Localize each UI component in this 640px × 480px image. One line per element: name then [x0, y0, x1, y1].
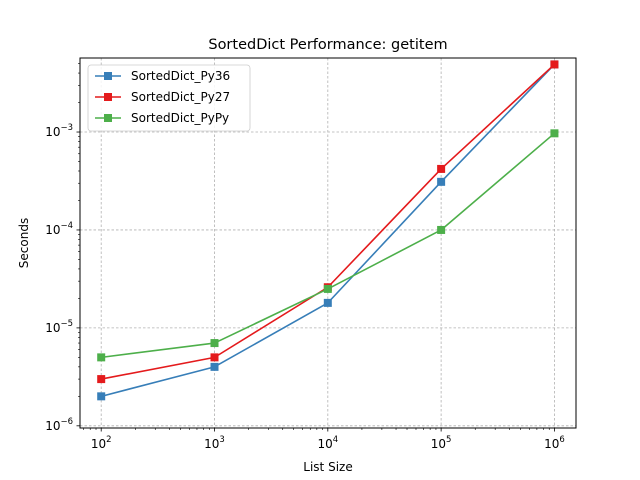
legend: SortedDict_Py36 SortedDict_Py27 SortedDict…: [87, 64, 251, 132]
data-point: [323, 284, 332, 293]
data-point: [550, 60, 559, 69]
data-point: [437, 164, 446, 173]
axis-ticks: 102 103 104 105 106 10−6 10−5 10−4 10−3: [45, 123, 565, 451]
data-point: [210, 353, 219, 362]
data-point: [550, 129, 559, 138]
chart-title: SortedDict Performance: getitem: [208, 37, 447, 53]
legend-item: SortedDict_PyPy: [95, 111, 229, 125]
legend-box: [87, 64, 251, 132]
data-point: [97, 392, 106, 401]
y-axis-label: Seconds: [17, 218, 31, 268]
y-tick-label: 10−5: [45, 319, 73, 335]
legend-item: SortedDict_Py36: [95, 69, 230, 83]
series-layer: [97, 60, 559, 401]
legend-marker: [104, 114, 112, 122]
x-axis-label: List Size: [303, 460, 352, 474]
y-tick-label: 10−6: [45, 417, 73, 433]
data-point: [97, 353, 106, 362]
data-point: [437, 225, 446, 234]
x-tick-label: 105: [431, 435, 452, 451]
legend-label: SortedDict_PyPy: [131, 111, 229, 125]
data-point: [210, 362, 219, 371]
legend-label: SortedDict_Py27: [131, 90, 230, 104]
legend-item: SortedDict_Py27: [95, 90, 230, 104]
series-SortedDict_PyPy: [97, 129, 559, 362]
data-point: [323, 298, 332, 307]
legend-marker: [104, 72, 112, 80]
x-tick-label: 102: [91, 435, 112, 451]
y-tick-label: 10−4: [45, 221, 73, 237]
legend-marker: [104, 93, 112, 101]
data-point: [210, 339, 219, 348]
y-tick-label: 10−3: [45, 123, 73, 139]
x-tick-label: 104: [317, 435, 338, 451]
x-tick-label: 106: [544, 435, 565, 451]
data-point: [97, 375, 106, 384]
legend-label: SortedDict_Py36: [131, 69, 230, 83]
data-point: [437, 177, 446, 186]
x-tick-label: 103: [204, 435, 225, 451]
